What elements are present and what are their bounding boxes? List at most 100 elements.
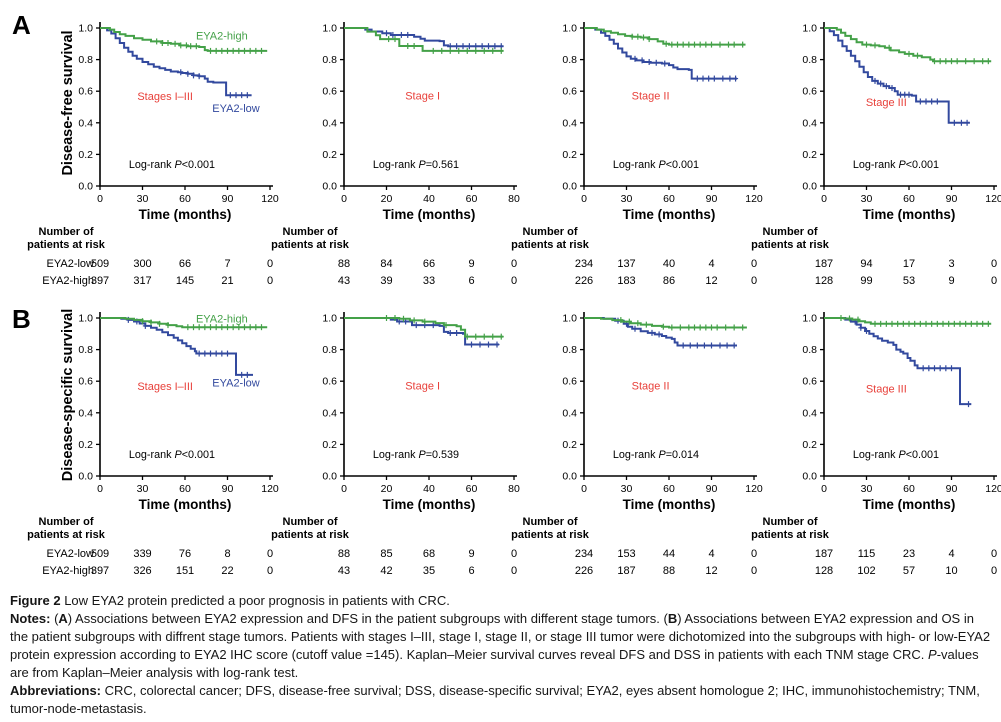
risk-count: 99 [860, 275, 873, 287]
curve-label: EYA2-high [196, 30, 248, 42]
y-tick-label: 0.2 [322, 149, 337, 161]
y-tick-label: 0.6 [322, 86, 337, 98]
survival-curve-eya2-high [824, 317, 992, 325]
risk-count: 234 [574, 548, 594, 560]
survival-curve-eya2-low [584, 317, 737, 347]
x-tick-label: 40 [423, 193, 435, 205]
risk-count: 102 [857, 565, 876, 577]
x-axis-label: Time (months) [139, 207, 232, 222]
x-tick-label: 0 [341, 193, 347, 205]
risk-count: 42 [380, 565, 393, 577]
risk-count: 0 [266, 548, 274, 560]
x-tick-label: 0 [581, 483, 587, 495]
risk-table-header: Number of patients at risk [254, 226, 366, 252]
risk-count: 0 [510, 565, 518, 577]
pvalue-label: Log-rank P<0.001 [129, 159, 215, 171]
patients-at-risk-table: Number of patients at risk 187 94 17 3 0 128 99 5… [751, 224, 1001, 296]
x-tick-label: 0 [97, 193, 103, 205]
risk-count: 43 [337, 565, 351, 577]
risk-count: 0 [266, 275, 274, 287]
y-tick-label: 0.8 [802, 344, 817, 356]
y-tick-label: 0.0 [78, 181, 93, 193]
km-panel-b4: 0.0 0.2 0.4 0.6 0.8 1.0 0 30 60 90 120 Time (months… [751, 302, 1001, 577]
pvalue-label: Log-rank P=0.561 [373, 159, 459, 171]
x-tick-label: 20 [381, 483, 393, 495]
caption-segment: P [928, 647, 937, 662]
risk-count: 86 [662, 275, 676, 287]
y-tick-label: 0.0 [562, 471, 577, 483]
risk-count: 397 [90, 565, 110, 577]
risk-table-header: Number of patients at risk [494, 226, 606, 252]
patients-at-risk-table: Number of patients at risk 88 84 66 9 0 43 39 33 6… [271, 224, 530, 296]
risk-count: 0 [750, 565, 758, 577]
y-tick-label: 0.6 [322, 376, 337, 388]
patients-at-risk-table: Number of patients at risk 234 137 40 4 0 226 18… [511, 224, 770, 296]
y-tick-label: 1.0 [322, 313, 337, 325]
km-plot-svg: 0.0 0.2 0.4 0.6 0.8 1.0 0 30 60 90 120 Time (months… [78, 312, 279, 512]
pvalue-label: Log-rank P<0.001 [853, 449, 939, 461]
x-tick-label: 30 [621, 193, 633, 205]
risk-count: 10 [945, 565, 958, 577]
risk-table-header: Number of patients at risk [254, 516, 366, 542]
x-axis-label: Time (months) [623, 497, 716, 512]
y-tick-label: 0.8 [562, 54, 577, 66]
x-tick-label: 60 [466, 483, 478, 495]
x-axis-label: Time (months) [863, 207, 956, 222]
caption-notes: Notes: (A) Associations between EYA2 exp… [10, 610, 991, 682]
risk-table-header-line: Number of [762, 516, 818, 528]
survival-curve-eya2-low [824, 27, 970, 124]
caption-segment: Notes: [10, 611, 51, 626]
y-tick-label: 1.0 [802, 313, 817, 325]
km-panel-a3: 0.0 0.2 0.4 0.6 0.8 1.0 0 30 60 90 120 Time (months… [511, 12, 770, 287]
risk-table-header-line: patients at risk [27, 529, 105, 541]
x-tick-label: 60 [179, 193, 191, 205]
risk-count: 397 [90, 275, 110, 287]
caption-segment: CRC, colorectal cancer; DFS, disease-fre… [10, 683, 980, 716]
x-axis-label: Time (months) [383, 207, 476, 222]
risk-table-header-line: patients at risk [271, 529, 349, 541]
km-panel-b1: 0.0 0.2 0.4 0.6 0.8 1.0 0 30 60 90 120 Time (months… [27, 302, 286, 577]
x-tick-label: 90 [706, 483, 718, 495]
survival-curve-eya2-low [344, 317, 500, 346]
y-tick-label: 0.2 [78, 439, 93, 451]
curve-label: EYA2-low [212, 377, 260, 389]
risk-count: 0 [990, 548, 998, 560]
y-tick-label: 0.8 [802, 54, 817, 66]
y-tick-label: 0.2 [78, 149, 93, 161]
risk-count: 0 [990, 565, 998, 577]
x-tick-label: 120 [985, 483, 1001, 495]
risk-table-header-line: Number of [282, 516, 338, 528]
y-tick-label: 0.0 [802, 471, 817, 483]
risk-count: 53 [902, 275, 916, 287]
x-tick-label: 60 [466, 193, 478, 205]
risk-count: 509 [90, 258, 110, 270]
y-tick-label: 1.0 [78, 313, 93, 325]
risk-count: 7 [224, 258, 231, 270]
risk-count: 4 [948, 548, 955, 560]
risk-count: 0 [266, 565, 274, 577]
pvalue-label: Log-rank P<0.001 [129, 449, 215, 461]
risk-count: 226 [574, 565, 594, 577]
risk-table-header-line: Number of [282, 226, 338, 238]
risk-table-header-line: patients at risk [271, 239, 349, 251]
risk-count: 0 [750, 258, 758, 270]
risk-table-header-line: Number of [762, 226, 818, 238]
y-tick-label: 0.4 [322, 117, 337, 129]
x-tick-label: 120 [745, 193, 763, 205]
x-tick-label: 90 [222, 483, 234, 495]
survival-curve-eya2-low [100, 317, 253, 376]
y-tick-label: 1.0 [78, 23, 93, 35]
km-panel-b2: 0.0 0.2 0.4 0.6 0.8 1.0 0 20 40 60 80 Time (months)… [271, 302, 530, 577]
y-tick-label: 0.2 [802, 439, 817, 451]
caption-figure-title: Figure 2 Low EYA2 protein predicted a po… [10, 592, 991, 610]
x-tick-label: 30 [137, 483, 149, 495]
risk-count: 6 [468, 275, 475, 287]
y-tick-label: 0.6 [78, 376, 93, 388]
curve-label: EYA2-high [196, 313, 248, 325]
risk-count: 9 [468, 548, 475, 560]
figure-caption: Figure 2 Low EYA2 protein predicted a po… [10, 592, 991, 718]
km-panels-row-b: 0.0 0.2 0.4 0.6 0.8 1.0 0 30 60 90 120 Time (months… [0, 302, 1001, 586]
x-tick-label: 90 [946, 193, 958, 205]
risk-table-header-line: patients at risk [751, 529, 829, 541]
risk-table-header-line: patients at risk [27, 239, 105, 251]
